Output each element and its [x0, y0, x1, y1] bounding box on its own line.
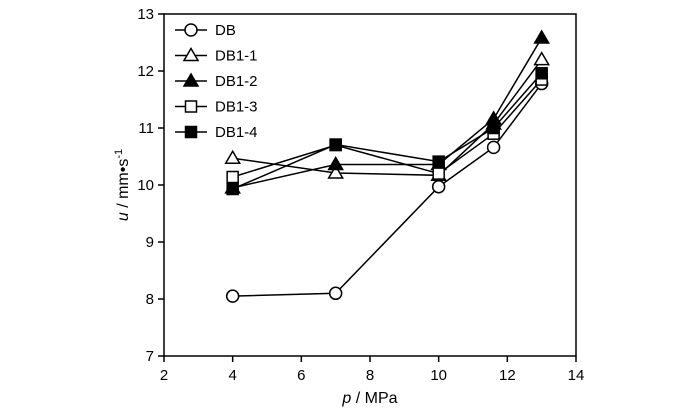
legend-marker [182, 47, 200, 62]
legend-item: DB1-1 [175, 47, 258, 65]
data-point [487, 121, 500, 135]
x-axis-label: p / MPa [341, 390, 397, 407]
y-axis-label: u / mm•s-1 [113, 149, 132, 221]
data-point [486, 140, 501, 155]
data-point [535, 67, 548, 80]
x-axis-var: p [341, 390, 351, 407]
x-tick-label: 14 [568, 367, 585, 384]
series-db [225, 76, 549, 303]
x-tick-label: 4 [228, 367, 236, 384]
legend-item: DB1-4 [175, 124, 258, 141]
series-db1-4 [226, 67, 548, 196]
legend-marker [182, 72, 200, 87]
data-point [226, 182, 239, 196]
legend: DB DB1-1 DB1-2 DB1-3 DB1-4 [175, 22, 258, 141]
data-point [328, 286, 343, 301]
y-axis-unit: / mm•s [115, 159, 132, 213]
series-db1-1 [224, 51, 550, 182]
y-tick-label: 13 [137, 6, 154, 23]
ticks: 2 4 6 8 10 12 14 7 8 9 10 11 12 13 [137, 6, 584, 384]
y-axis-var: u [115, 212, 132, 221]
data-point [224, 149, 241, 164]
data-point [226, 170, 239, 184]
y-tick-label: 12 [137, 63, 154, 80]
y-tick-label: 7 [146, 348, 154, 365]
legend-marker [184, 100, 198, 113]
data-point [225, 289, 240, 303]
series-db1-2 [224, 29, 550, 194]
y-tick-label: 9 [146, 234, 154, 251]
data-point [533, 29, 550, 44]
legend-label: DB1-1 [215, 48, 258, 65]
data-point [533, 51, 550, 66]
series-layer [224, 29, 550, 303]
legend-label: DB1-3 [215, 99, 258, 116]
legend-marker [184, 23, 198, 37]
x-tick-label: 2 [160, 367, 168, 384]
x-tick-label: 12 [499, 367, 516, 384]
data-point [329, 138, 342, 151]
y-tick-label: 11 [138, 120, 154, 137]
y-tick-label: 10 [137, 177, 154, 194]
legend-item: DB1-2 [175, 72, 258, 90]
x-tick-label: 10 [430, 367, 447, 384]
data-point [432, 167, 445, 180]
data-point [432, 155, 445, 168]
data-point [327, 155, 344, 171]
data-point [327, 164, 344, 179]
x-axis-unit: / MPa [351, 390, 397, 407]
legend-label: DB1-2 [215, 73, 258, 90]
y-tick-label: 8 [146, 291, 154, 308]
x-tick-label: 6 [297, 367, 305, 384]
legend-label: DB [215, 22, 236, 39]
legend-label: DB1-4 [215, 124, 258, 141]
y-axis-unit-sup: -1 [113, 149, 125, 159]
plot-frame [163, 13, 577, 357]
legend-item: DB1-3 [175, 99, 258, 116]
data-point [431, 179, 446, 194]
x-tick-label: 8 [366, 367, 374, 384]
legend-item: DB [175, 22, 236, 39]
legend-marker [184, 125, 198, 139]
